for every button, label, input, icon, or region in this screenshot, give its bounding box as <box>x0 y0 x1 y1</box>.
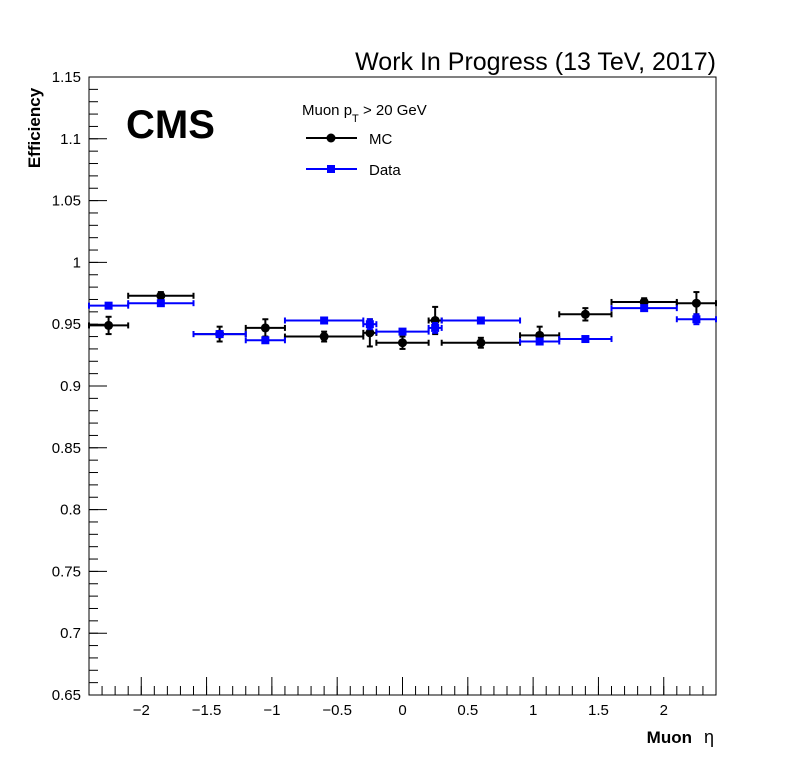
series-data <box>88 299 717 346</box>
x-tick-label: 2 <box>660 702 668 719</box>
data-point <box>104 301 113 310</box>
axes: −2 −1.5 −1 −0.5 0 0.5 1 1.5 2 0.65 0.7 0.75 0.8 0.85 0… <box>52 69 717 719</box>
y-tick-label: 1.15 <box>52 69 81 86</box>
data-point <box>104 320 114 330</box>
legend-mc-marker <box>326 133 336 143</box>
data-point <box>260 323 270 333</box>
x-tick-label: 0.5 <box>457 702 478 719</box>
y-tick-label: 0.7 <box>60 625 81 642</box>
legend-header: Muon pT > 20 GeV <box>302 102 427 125</box>
data-point <box>398 338 407 348</box>
data-point <box>640 304 649 313</box>
data-point <box>156 299 165 308</box>
data-point <box>261 336 270 345</box>
legend-header-prefix: Muon p <box>302 102 352 119</box>
legend-data-marker <box>327 165 335 173</box>
legend-header-suffix: > 20 GeV <box>359 102 427 119</box>
legend-mc-label: MC <box>369 131 392 148</box>
data-point <box>398 327 407 336</box>
y-tick-label: 1 <box>73 254 81 271</box>
y-tick-label: 0.65 <box>52 687 81 704</box>
y-tick-label: 0.95 <box>52 316 81 333</box>
x-axis-symbol: η <box>704 727 714 747</box>
chart-title: Work In Progress (13 TeV, 2017) <box>355 48 716 76</box>
data-point <box>365 328 375 338</box>
data-point <box>692 315 701 324</box>
data-point <box>156 291 166 301</box>
cms-logo: CMS <box>126 103 215 147</box>
data-point <box>476 338 486 348</box>
y-tick-label: 0.85 <box>52 440 81 457</box>
y-tick-label: 0.75 <box>52 563 81 580</box>
data-point <box>431 323 440 332</box>
y-tick-label: 0.9 <box>60 378 81 395</box>
data-point <box>319 332 329 342</box>
data-point <box>691 298 701 308</box>
data-point <box>476 316 485 325</box>
x-tick-label: −1.5 <box>192 702 222 719</box>
y-tick-label: 0.8 <box>60 502 81 519</box>
data-point <box>580 309 590 319</box>
y-tick-label: 1.05 <box>52 193 81 210</box>
x-tick-label: 0 <box>398 702 406 719</box>
x-tick-label: 1.5 <box>588 702 609 719</box>
x-axis-label: Muon <box>647 728 692 747</box>
legend: Muon pT > 20 GeV MC Data <box>302 102 427 179</box>
y-axis-label: Efficiency <box>25 87 44 168</box>
data-point <box>535 337 544 346</box>
legend-header-subscript: T <box>352 113 359 125</box>
data-point <box>215 330 224 339</box>
data-point <box>581 335 590 344</box>
x-tick-label: −2 <box>133 702 150 719</box>
series-layer <box>88 291 717 350</box>
data-point <box>365 320 374 329</box>
x-tick-label: −0.5 <box>322 702 352 719</box>
y-tick-label: 1.1 <box>60 131 81 148</box>
legend-data-label: Data <box>369 162 401 179</box>
x-tick-label: −1 <box>263 702 280 719</box>
data-point <box>320 316 329 325</box>
x-tick-label: 1 <box>529 702 537 719</box>
